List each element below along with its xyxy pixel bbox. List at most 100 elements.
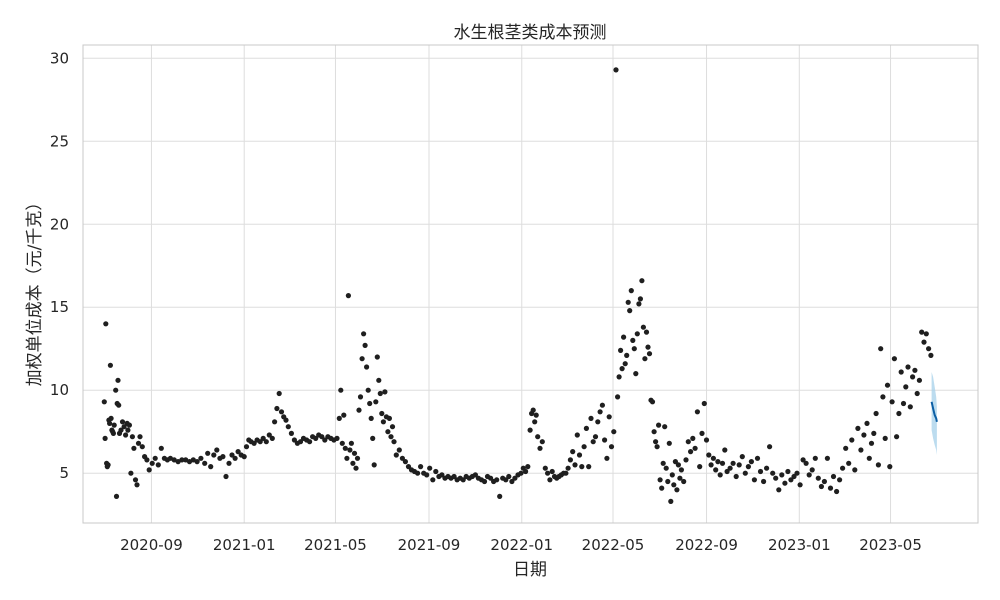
data-point xyxy=(357,394,364,400)
data-point xyxy=(794,470,800,476)
data-point xyxy=(291,437,297,443)
data-point xyxy=(481,478,488,485)
x-tick-label: 2022-01 xyxy=(490,536,553,554)
data-point xyxy=(374,354,380,360)
data-point xyxy=(565,465,571,471)
data-point xyxy=(642,356,648,362)
data-point xyxy=(674,487,680,493)
data-point xyxy=(625,299,631,305)
data-point xyxy=(595,419,601,425)
data-point xyxy=(367,400,373,407)
data-point xyxy=(533,412,539,418)
data-point xyxy=(116,402,122,408)
data-point xyxy=(646,351,653,357)
data-point xyxy=(894,434,900,440)
data-point xyxy=(615,394,621,400)
data-point xyxy=(376,377,382,383)
data-point xyxy=(272,419,278,425)
forecast-line-layer xyxy=(930,401,938,423)
data-point xyxy=(764,465,770,471)
plot-frame xyxy=(82,44,979,524)
data-point xyxy=(619,366,625,372)
data-point xyxy=(399,455,405,461)
data-point xyxy=(776,487,782,493)
data-point xyxy=(111,422,117,428)
data-point xyxy=(205,450,211,456)
data-point xyxy=(388,434,394,440)
data-point xyxy=(537,445,543,451)
data-point xyxy=(834,488,840,495)
data-point xyxy=(812,455,818,461)
data-point xyxy=(606,414,612,420)
data-point xyxy=(745,464,752,470)
data-point xyxy=(912,367,918,373)
chart-title: 水生根茎类成本预测 xyxy=(454,23,607,43)
data-point xyxy=(123,432,129,438)
x-tick-label: 2023-05 xyxy=(859,536,922,554)
data-point xyxy=(708,462,714,468)
data-point xyxy=(385,429,391,435)
data-point xyxy=(382,389,388,395)
data-point xyxy=(214,447,220,453)
data-point xyxy=(342,445,348,451)
data-point xyxy=(613,67,619,73)
data-point xyxy=(389,424,396,430)
x-tick-label: 2021-09 xyxy=(398,536,461,554)
data-point xyxy=(424,472,430,478)
data-point xyxy=(599,402,606,408)
data-point xyxy=(868,440,875,446)
data-point xyxy=(131,445,137,451)
data-point xyxy=(898,369,904,375)
data-point xyxy=(110,430,116,436)
data-point xyxy=(861,432,867,438)
data-point xyxy=(497,493,503,499)
data-point xyxy=(574,432,580,438)
data-point xyxy=(618,347,624,353)
data-point xyxy=(103,321,109,327)
data-point xyxy=(223,473,229,480)
data-point xyxy=(800,457,806,463)
y-axis-label: 加权单位成本（元/千克） xyxy=(25,194,45,387)
data-point xyxy=(631,346,637,352)
data-point xyxy=(649,399,656,405)
data-point xyxy=(608,444,615,450)
data-point xyxy=(171,457,177,463)
data-point xyxy=(873,410,879,417)
data-point xyxy=(694,409,701,415)
data-point xyxy=(910,374,916,380)
data-point xyxy=(276,390,282,397)
data-point xyxy=(278,409,285,415)
data-point xyxy=(604,455,610,461)
data-point xyxy=(914,390,920,397)
data-point xyxy=(512,475,518,481)
data-point xyxy=(692,445,698,451)
data-point xyxy=(688,449,694,455)
data-point xyxy=(336,415,342,421)
data-point xyxy=(579,464,585,470)
data-point xyxy=(368,415,374,421)
data-point xyxy=(134,482,140,488)
x-tick-label: 2022-09 xyxy=(675,536,738,554)
x-tick-labels: 2020-09 2021-01 2021-05 2021-09 2022-01 2022-… xyxy=(120,536,922,554)
data-point xyxy=(380,419,386,425)
data-point xyxy=(590,439,596,445)
data-point xyxy=(547,477,553,483)
y-tick-labels: 5 10 15 20 25 30 xyxy=(50,49,69,482)
data-point xyxy=(710,455,717,461)
y-tick-label: 5 xyxy=(59,464,69,482)
data-point xyxy=(742,470,748,476)
data-point xyxy=(257,439,263,445)
data-point xyxy=(659,485,665,491)
data-point xyxy=(722,447,728,453)
data-point xyxy=(503,477,509,483)
data-point xyxy=(341,412,347,418)
data-point xyxy=(875,462,882,468)
x-tick-label: 2020-09 xyxy=(120,536,183,554)
data-point xyxy=(677,475,683,481)
data-point xyxy=(779,472,785,478)
data-point xyxy=(108,415,114,421)
data-point xyxy=(362,342,368,348)
data-point xyxy=(523,468,529,475)
data-point xyxy=(144,457,150,463)
data-point xyxy=(616,374,622,380)
